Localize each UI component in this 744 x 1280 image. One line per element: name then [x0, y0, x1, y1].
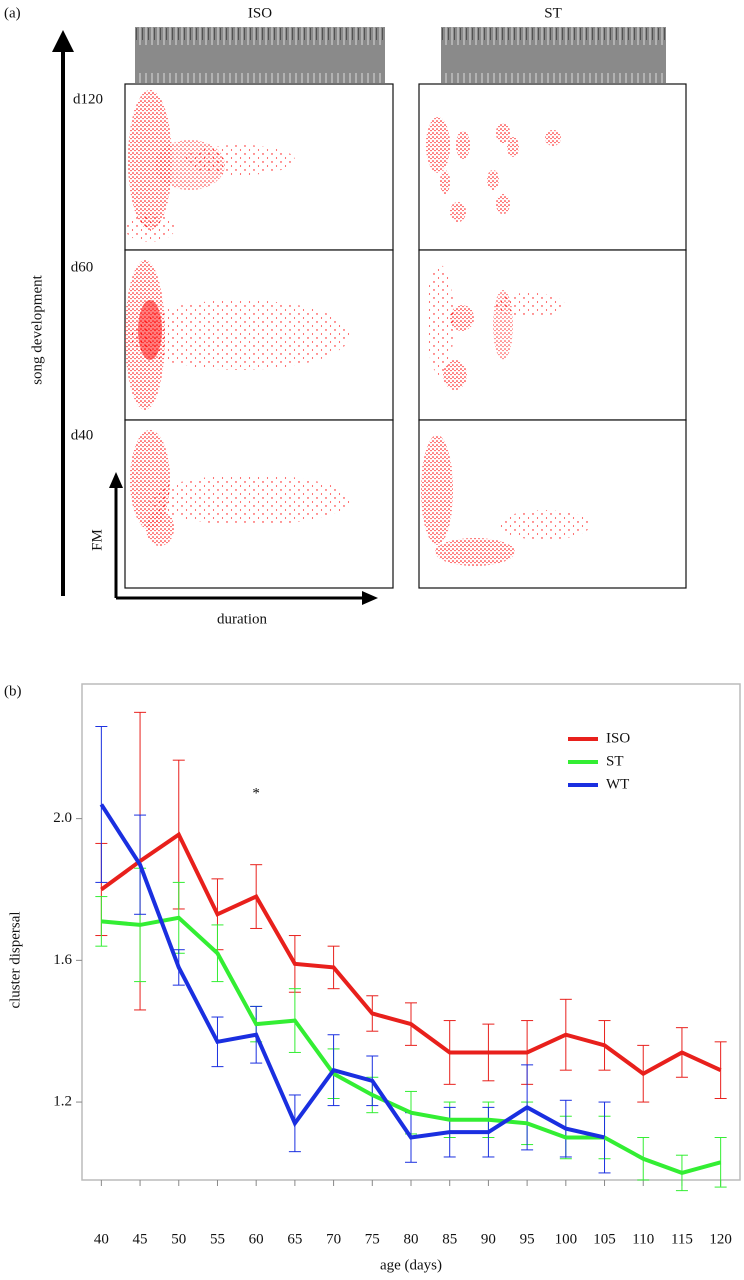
x-tick-label: 65 [287, 1231, 302, 1247]
column-title: ISO [248, 5, 272, 21]
y-tick-label: 1.2 [53, 1093, 72, 1109]
spectrogram [135, 27, 385, 83]
x-tick-label: 60 [249, 1231, 264, 1247]
x-tick-label: 105 [593, 1231, 616, 1247]
scatter-clouds [125, 90, 590, 566]
y-tick-label: 2.0 [53, 810, 72, 826]
legend-label: WT [606, 776, 629, 792]
x-tick-label: 40 [94, 1231, 109, 1247]
legend-label: ISO [606, 730, 630, 746]
axis-label: FM [89, 529, 105, 551]
spectrogram [441, 27, 666, 83]
y-tick-label: 1.6 [53, 952, 72, 968]
x-tick-label: 90 [481, 1231, 496, 1247]
series-line [101, 915, 722, 1176]
row-label: d40 [71, 427, 94, 443]
series-line [99, 803, 605, 1140]
x-tick-label: 85 [442, 1231, 457, 1247]
y-axis-label: cluster dispersal [7, 911, 23, 1008]
x-axis-label: age (days) [380, 1257, 442, 1273]
column-title: ST [544, 5, 562, 21]
x-tick-label: 120 [709, 1231, 732, 1247]
x-tick-label: 80 [404, 1231, 419, 1247]
legend-label: ST [606, 753, 624, 769]
axis-label: song development [29, 274, 45, 384]
x-tick-label: 95 [520, 1231, 535, 1247]
series-line [100, 831, 722, 1077]
panel-label: (a) [4, 5, 21, 21]
x-tick-label: 45 [133, 1231, 148, 1247]
arrows [52, 30, 378, 605]
axis-label: duration [217, 611, 267, 627]
annotation: * [252, 785, 260, 801]
row-label: d120 [73, 91, 103, 107]
panel-label: (b) [4, 683, 22, 699]
x-tick-label: 70 [326, 1231, 341, 1247]
x-tick-label: 110 [632, 1231, 654, 1247]
x-tick-label: 115 [671, 1231, 693, 1247]
x-tick-label: 55 [210, 1231, 225, 1247]
x-tick-label: 50 [171, 1231, 186, 1247]
x-tick-label: 75 [365, 1231, 380, 1247]
x-tick-label: 100 [555, 1231, 578, 1247]
row-label: d60 [71, 259, 94, 275]
